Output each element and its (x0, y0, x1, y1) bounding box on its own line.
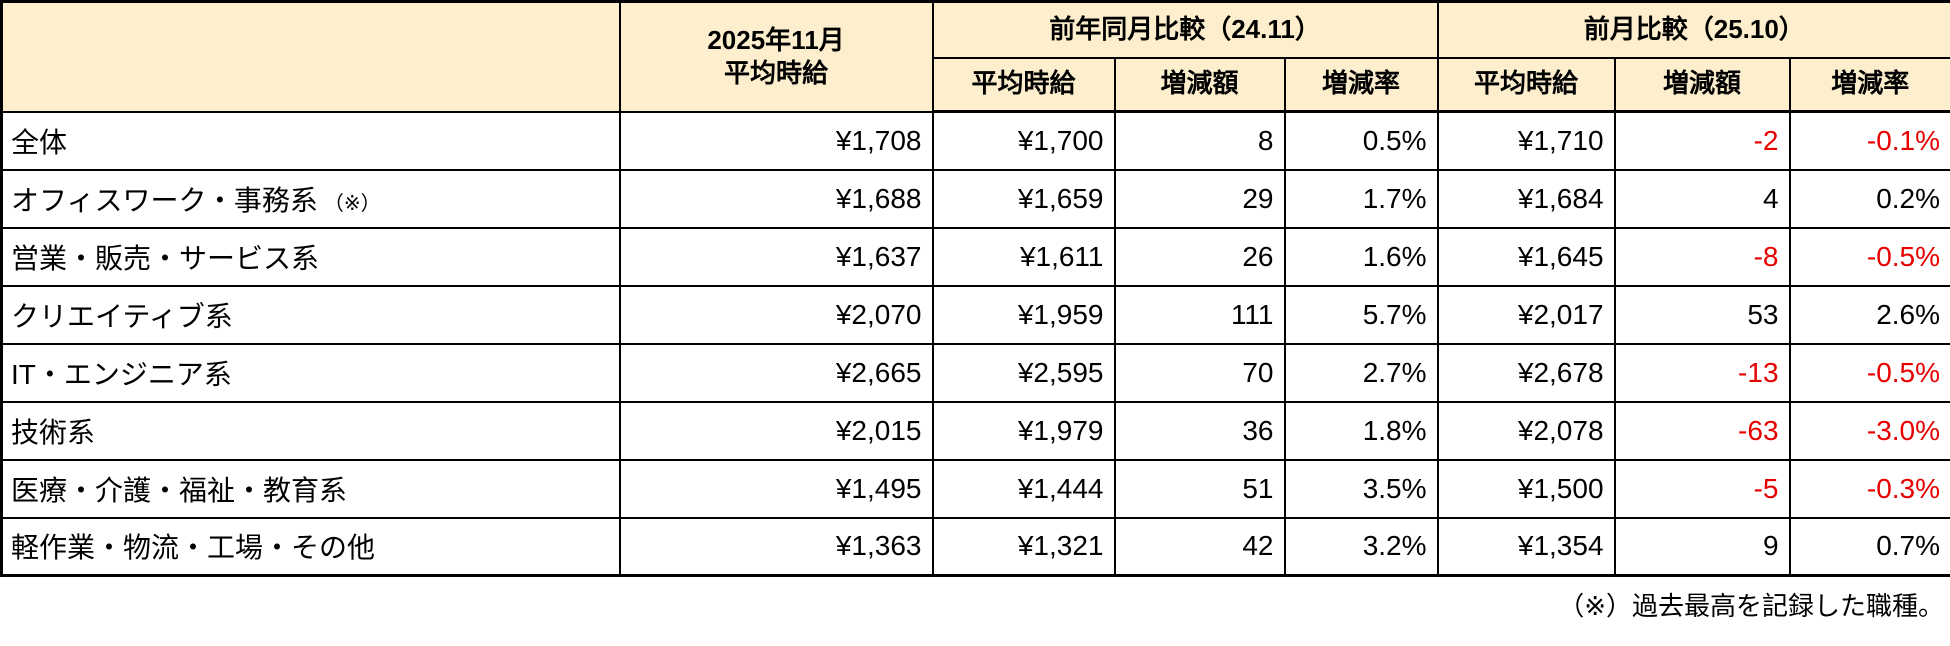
mom-rate-cell: 0.7% (1788, 516, 1950, 577)
mom-avg-cell: ¥1,710 (1436, 110, 1616, 171)
table-row-logistics: 軽作業・物流・工場・その他 ¥1,363 ¥1,321 42 3.2% ¥1,3… (0, 516, 1950, 577)
category-cell: オフィスワーク・事務系 （※） (0, 168, 621, 229)
mom-rate-cell: -0.1% (1788, 110, 1950, 171)
yoy-avg-header: 平均時給 (931, 56, 1116, 113)
mom-diff-header: 増減額 (1613, 56, 1791, 113)
category-cell: 技術系 (0, 400, 621, 461)
yoy-rate-cell: 5.7% (1283, 284, 1439, 345)
footnote: （※）過去最高を記録した職種。 (1558, 591, 1944, 621)
mom-avg-cell: ¥1,684 (1436, 168, 1616, 229)
current-wage-cell: ¥1,363 (618, 516, 934, 577)
current-wage-cell: ¥2,665 (618, 342, 934, 403)
current-wage-cell: ¥1,688 (618, 168, 934, 229)
category-label: オフィスワーク・事務系 (11, 184, 318, 216)
yoy-rate-cell: 1.8% (1283, 400, 1439, 461)
yoy-avg-cell: ¥1,444 (931, 458, 1116, 519)
yoy-diff-cell: 29 (1113, 168, 1286, 229)
yoy-rate-cell: 3.5% (1283, 458, 1439, 519)
current-wage-cell: ¥2,015 (618, 400, 934, 461)
table-row-medical: 医療・介護・福祉・教育系 ¥1,495 ¥1,444 51 3.5% ¥1,50… (0, 458, 1950, 519)
yoy-diff-cell: 26 (1113, 226, 1286, 287)
table-row-creative: クリエイティブ系 ¥2,070 ¥1,959 111 5.7% ¥2,017 5… (0, 284, 1950, 345)
mom-diff-cell: -63 (1613, 400, 1791, 461)
table-row-technical: 技術系 ¥2,015 ¥1,979 36 1.8% ¥2,078 -63 -3.… (0, 400, 1950, 461)
yoy-group-header: 前年同月比較（24.11） (931, 0, 1439, 59)
category-label: 技術系 (11, 416, 96, 448)
yoy-diff-cell: 42 (1113, 516, 1286, 577)
category-cell: 軽作業・物流・工場・その他 (0, 516, 621, 577)
mom-rate-cell: -3.0% (1788, 400, 1950, 461)
category-label: 医療・介護・福祉・教育系 (11, 474, 348, 506)
category-cell: 医療・介護・福祉・教育系 (0, 458, 621, 519)
mom-group-header: 前月比較（25.10） (1436, 0, 1950, 59)
yoy-avg-cell: ¥2,595 (931, 342, 1116, 403)
yoy-avg-cell: ¥1,659 (931, 168, 1116, 229)
yoy-diff-cell: 51 (1113, 458, 1286, 519)
header-row-groups: 2025年11月 平均時給 前年同月比較（24.11） 前月比較（25.10） (0, 0, 1950, 113)
category-label: 全体 (11, 126, 68, 158)
table-row-it: IT・エンジニア系 ¥2,665 ¥2,595 70 2.7% ¥2,678 -… (0, 342, 1950, 403)
yoy-rate-cell: 1.6% (1283, 226, 1439, 287)
category-cell: IT・エンジニア系 (0, 342, 621, 403)
current-period-line2: 平均時給 (723, 57, 828, 88)
yoy-diff-cell: 36 (1113, 400, 1286, 461)
table-row-sales: 営業・販売・サービス系 ¥1,637 ¥1,611 26 1.6% ¥1,645… (0, 226, 1950, 287)
mom-rate-header: 増減率 (1788, 56, 1950, 113)
yoy-rate-cell: 1.7% (1283, 168, 1439, 229)
yoy-diff-cell: 8 (1113, 110, 1286, 171)
current-period-line1: 2025年11月 (707, 25, 845, 56)
category-label: 軽作業・物流・工場・その他 (11, 532, 376, 564)
yoy-rate-cell: 3.2% (1283, 516, 1439, 577)
table-row-overall: 全体 ¥1,708 ¥1,700 8 0.5% ¥1,710 -2 -0.1% (0, 110, 1950, 171)
mom-diff-cell: -8 (1613, 226, 1791, 287)
mom-diff-cell: -2 (1613, 110, 1791, 171)
mom-avg-cell: ¥1,500 (1436, 458, 1616, 519)
yoy-rate-cell: 0.5% (1283, 110, 1439, 171)
mom-diff-cell: 53 (1613, 284, 1791, 345)
category-note: （※） (323, 192, 381, 215)
mom-diff-cell: -5 (1613, 458, 1791, 519)
current-wage-cell: ¥2,070 (618, 284, 934, 345)
yoy-avg-cell: ¥1,959 (931, 284, 1116, 345)
mom-avg-cell: ¥2,078 (1436, 400, 1616, 461)
yoy-rate-header: 増減率 (1283, 56, 1439, 113)
mom-diff-cell: 9 (1613, 516, 1791, 577)
mom-avg-cell: ¥1,354 (1436, 516, 1616, 577)
mom-rate-cell: 2.6% (1788, 284, 1950, 345)
yoy-rate-cell: 2.7% (1283, 342, 1439, 403)
yoy-avg-cell: ¥1,700 (931, 110, 1116, 171)
yoy-avg-cell: ¥1,321 (931, 516, 1116, 577)
current-period-header: 2025年11月 平均時給 (618, 0, 934, 113)
yoy-avg-cell: ¥1,611 (931, 226, 1116, 287)
category-cell: 全体 (0, 110, 621, 171)
mom-diff-cell: 4 (1613, 168, 1791, 229)
mom-rate-cell: -0.5% (1788, 342, 1950, 403)
current-wage-cell: ¥1,708 (618, 110, 934, 171)
current-wage-cell: ¥1,495 (618, 458, 934, 519)
mom-avg-cell: ¥1,645 (1436, 226, 1616, 287)
table-row-office: オフィスワーク・事務系 （※） ¥1,688 ¥1,659 29 1.7% ¥1,… (0, 168, 1950, 229)
yoy-diff-cell: 70 (1113, 342, 1286, 403)
yoy-diff-header: 増減額 (1113, 56, 1286, 113)
category-label: IT・エンジニア系 (11, 358, 232, 390)
mom-avg-cell: ¥2,678 (1436, 342, 1616, 403)
header-row-sub: 平均時給 増減額 増減率 平均時給 増減額 増減率 (2, 56, 1950, 113)
wage-table: 2025年11月 平均時給 前年同月比較（24.11） 前月比較（25.10） … (0, 0, 1950, 577)
category-label: クリエイティブ系 (11, 300, 233, 332)
corner-cell (0, 0, 621, 113)
mom-rate-cell: -0.5% (1788, 226, 1950, 287)
mom-avg-header: 平均時給 (1436, 56, 1616, 113)
category-cell: クリエイティブ系 (0, 284, 621, 345)
category-label: 営業・販売・サービス系 (11, 242, 320, 274)
current-wage-cell: ¥1,637 (618, 226, 934, 287)
yoy-diff-cell: 111 (1113, 284, 1286, 345)
mom-rate-cell: -0.3% (1788, 458, 1950, 519)
mom-avg-cell: ¥2,017 (1436, 284, 1616, 345)
category-cell: 営業・販売・サービス系 (0, 226, 621, 287)
yoy-avg-cell: ¥1,979 (931, 400, 1116, 461)
mom-diff-cell: -13 (1613, 342, 1791, 403)
mom-rate-cell: 0.2% (1788, 168, 1950, 229)
